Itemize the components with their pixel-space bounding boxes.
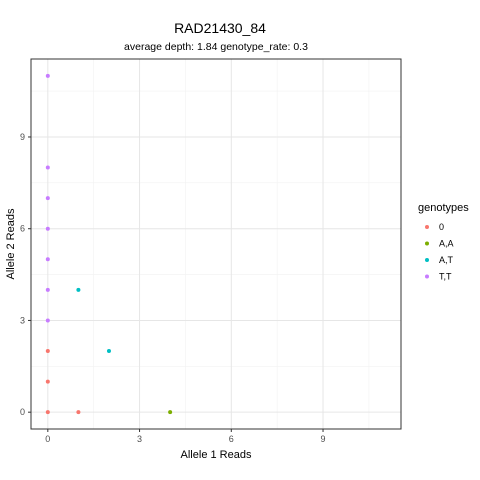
x-axis: 0 3 6 9 — [45, 429, 326, 444]
data-points — [45, 73, 173, 415]
data-point — [45, 349, 50, 354]
legend: genotypes 0 A,A A,T T,T — [418, 202, 469, 282]
legend-key — [425, 225, 429, 229]
data-point — [45, 165, 50, 170]
legend-key — [425, 258, 429, 262]
x-tick-label: 3 — [137, 434, 142, 444]
data-point — [168, 410, 173, 415]
chart-subtitle: average depth: 1.84 genotype_rate: 0.3 — [124, 41, 308, 53]
chart-title: RAD21430_84 — [174, 20, 266, 36]
data-point — [76, 287, 81, 292]
data-point — [45, 318, 50, 323]
y-axis-label: Allele 2 Reads — [5, 208, 17, 279]
data-point — [45, 410, 50, 415]
data-point — [45, 257, 50, 262]
data-point — [76, 410, 81, 415]
y-tick-label: 0 — [20, 407, 25, 417]
legend-title: genotypes — [418, 202, 469, 214]
y-tick-label: 9 — [20, 132, 25, 142]
plot-panel-border — [30, 58, 402, 430]
data-point — [45, 196, 50, 201]
grid-lines — [31, 59, 401, 429]
x-axis-label: Allele 1 Reads — [181, 449, 252, 461]
y-tick-label: 3 — [20, 315, 25, 325]
legend-key — [425, 241, 429, 246]
legend-key — [425, 274, 429, 279]
x-tick-label: 0 — [45, 434, 50, 444]
legend-label: T,T — [439, 272, 452, 282]
x-tick-label: 6 — [229, 434, 234, 444]
data-point — [45, 287, 50, 292]
data-point — [45, 379, 50, 384]
y-tick-label: 6 — [20, 224, 25, 234]
legend-label: A,A — [439, 239, 454, 249]
legend-label: A,T — [439, 255, 454, 265]
legend-label: 0 — [439, 222, 444, 232]
x-tick-label: 9 — [321, 434, 326, 444]
data-point — [106, 349, 111, 354]
y-axis: 0 3 6 9 — [20, 132, 31, 417]
data-point — [45, 73, 50, 78]
data-point — [45, 226, 50, 231]
